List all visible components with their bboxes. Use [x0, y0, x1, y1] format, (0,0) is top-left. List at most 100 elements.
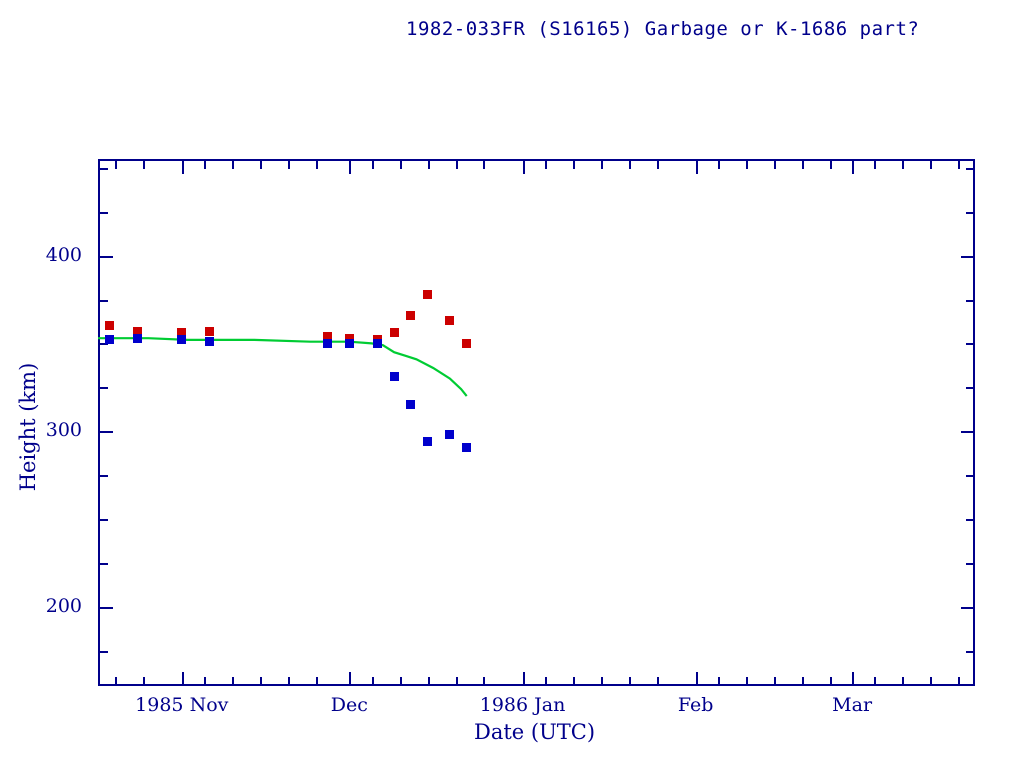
x-tick-minor	[260, 161, 262, 169]
x-tick-minor	[874, 161, 876, 169]
apogee-data-point	[423, 289, 433, 299]
y-tick-minor	[100, 168, 108, 170]
x-tick-major	[182, 672, 184, 685]
y-tick-minor	[100, 387, 108, 389]
y-tick-minor	[966, 475, 974, 477]
x-tick-label: 1986 Jan	[479, 694, 566, 716]
apogee-data-point	[104, 321, 114, 331]
y-tick-minor	[100, 300, 108, 302]
x-tick-minor	[115, 677, 117, 685]
x-tick-minor	[143, 161, 145, 169]
y-tick-label: 400	[45, 243, 82, 266]
x-tick-minor	[629, 677, 631, 685]
x-tick-minor	[204, 161, 206, 169]
x-tick-minor	[288, 161, 290, 169]
x-tick-minor	[746, 161, 748, 169]
perigee-data-point	[205, 337, 215, 347]
perigee-data-point	[445, 430, 455, 440]
y-tick-major	[961, 607, 974, 609]
x-tick-minor	[232, 161, 234, 169]
apogee-data-point	[132, 326, 142, 336]
apogee-data-point	[177, 328, 187, 338]
x-tick-minor	[372, 161, 374, 169]
y-tick-minor	[100, 475, 108, 477]
x-tick-minor	[902, 677, 904, 685]
x-tick-major	[696, 161, 698, 174]
y-tick-minor	[966, 651, 974, 653]
x-tick-minor	[718, 161, 720, 169]
x-tick-minor	[260, 677, 262, 685]
apogee-data-point	[389, 328, 399, 338]
x-tick-label: Mar	[832, 694, 873, 716]
y-tick-minor	[100, 563, 108, 565]
x-tick-major	[696, 672, 698, 685]
x-tick-minor	[902, 161, 904, 169]
x-tick-minor	[372, 677, 374, 685]
y-tick-major	[100, 607, 113, 609]
perigee-data-point	[462, 442, 472, 452]
x-tick-minor	[802, 161, 804, 169]
perigee-data-point	[104, 335, 114, 345]
x-tick-minor	[930, 161, 932, 169]
y-tick-minor	[966, 300, 974, 302]
x-tick-major	[852, 672, 854, 685]
x-tick-minor	[316, 161, 318, 169]
y-tick-minor	[966, 519, 974, 521]
perigee-data-point	[372, 338, 382, 348]
x-tick-label: Dec	[330, 694, 368, 716]
x-tick-minor	[746, 677, 748, 685]
x-tick-minor	[774, 677, 776, 685]
x-tick-minor	[830, 161, 832, 169]
y-tick-minor	[966, 343, 974, 345]
x-tick-major	[182, 161, 184, 174]
chart-title: 1982-033FR (S16165) Garbage or K-1686 pa…	[406, 18, 920, 40]
x-tick-minor	[629, 161, 631, 169]
x-tick-minor	[601, 161, 603, 169]
y-axis-title: Height (km)	[16, 362, 40, 492]
x-tick-major	[852, 161, 854, 174]
x-tick-minor	[400, 161, 402, 169]
x-tick-minor	[456, 161, 458, 169]
x-tick-major	[523, 161, 525, 174]
x-axis-title: Date (UTC)	[474, 720, 596, 744]
x-tick-minor	[428, 677, 430, 685]
x-tick-minor	[288, 677, 290, 685]
x-tick-minor	[774, 161, 776, 169]
apogee-data-point	[322, 331, 332, 341]
x-tick-minor	[958, 161, 960, 169]
x-tick-minor	[657, 677, 659, 685]
perigee-data-point	[177, 335, 187, 345]
y-tick-minor	[100, 519, 108, 521]
y-tick-major	[961, 431, 974, 433]
apogee-data-point	[462, 338, 472, 348]
y-tick-minor	[966, 212, 974, 214]
y-tick-minor	[966, 168, 974, 170]
perigee-data-point	[423, 437, 433, 447]
perigee-data-point	[322, 338, 332, 348]
x-tick-minor	[204, 677, 206, 685]
perigee-data-point	[132, 333, 142, 343]
x-tick-minor	[545, 677, 547, 685]
apogee-data-point	[205, 326, 215, 336]
perigee-data-point	[406, 400, 416, 410]
x-tick-minor	[657, 161, 659, 169]
x-tick-minor	[456, 677, 458, 685]
apogee-data-point	[406, 310, 416, 320]
y-tick-minor	[100, 651, 108, 653]
x-tick-minor	[232, 677, 234, 685]
x-tick-minor	[958, 677, 960, 685]
y-tick-minor	[966, 387, 974, 389]
x-tick-label: Feb	[677, 694, 714, 716]
x-tick-minor	[545, 161, 547, 169]
x-tick-minor	[483, 677, 485, 685]
x-tick-minor	[601, 677, 603, 685]
perigee-data-point	[344, 338, 354, 348]
x-tick-minor	[115, 161, 117, 169]
x-tick-minor	[573, 161, 575, 169]
y-tick-major	[961, 256, 974, 258]
apogee-data-point	[344, 333, 354, 343]
x-tick-minor	[830, 677, 832, 685]
x-tick-minor	[143, 677, 145, 685]
x-tick-minor	[573, 677, 575, 685]
y-tick-minor	[100, 212, 108, 214]
